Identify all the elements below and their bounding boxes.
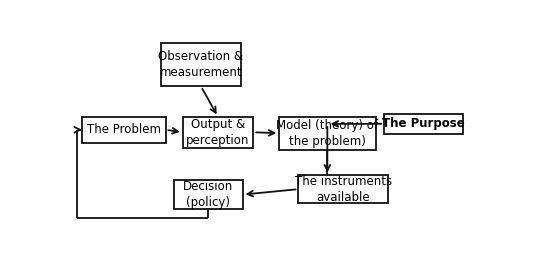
Text: Decision
(policy): Decision (policy): [183, 180, 233, 209]
FancyBboxPatch shape: [174, 180, 243, 209]
FancyBboxPatch shape: [279, 117, 375, 150]
Text: The Problem: The Problem: [87, 123, 161, 136]
FancyBboxPatch shape: [299, 175, 388, 203]
Text: Output &
perception: Output & perception: [186, 118, 250, 147]
Text: Model (theory) of
the problem): Model (theory) of the problem): [276, 119, 378, 148]
FancyBboxPatch shape: [384, 114, 463, 134]
Text: The Purpose: The Purpose: [382, 117, 465, 130]
FancyBboxPatch shape: [182, 117, 253, 148]
FancyBboxPatch shape: [161, 43, 241, 86]
Text: The instruments
available: The instruments available: [295, 175, 392, 204]
FancyBboxPatch shape: [82, 117, 165, 143]
Text: Observation &
measurement: Observation & measurement: [158, 50, 243, 79]
